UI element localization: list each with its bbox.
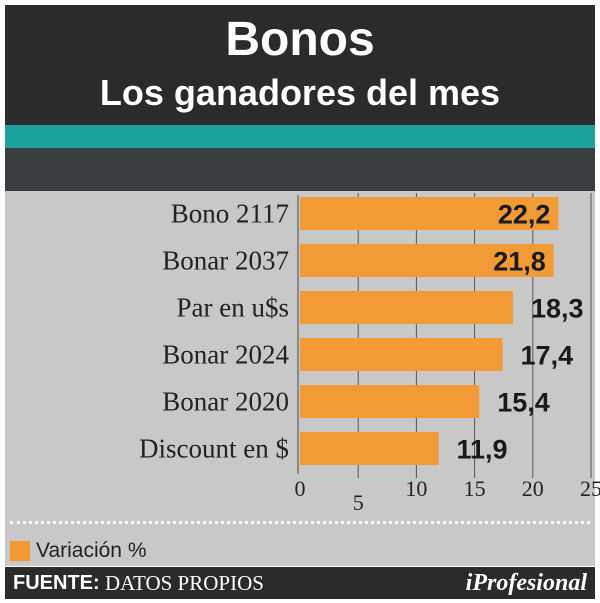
x-tick-label: 0 [295,476,306,501]
bar [300,432,439,465]
accent-band [5,125,595,148]
category-label: Bonar 2020 [162,387,289,417]
category-label: Bonar 2024 [162,340,289,370]
dark-band [5,148,595,191]
x-tick-label: 20 [522,476,544,501]
legend-label: Variación % [36,539,147,562]
value-label: 17,4 [521,341,574,371]
category-label: Par en u$s [177,293,289,323]
source-label: FUENTE: [13,572,100,594]
value-label: 22,2 [498,200,551,230]
bar [300,291,514,324]
x-tick-label: 10 [405,476,427,501]
header: Bonos Los ganadores del mes [5,5,595,125]
brand-logo: iProfesional [465,570,587,596]
category-label: Bono 2117 [171,199,289,229]
value-label: 11,9 [457,435,508,465]
x-tick-label: 5 [353,490,364,515]
x-tick-label: 15 [464,476,486,501]
bar [300,244,554,277]
chart-subtitle: Los ganadores del mes [99,72,501,113]
x-tick-label: 25 [580,476,600,501]
category-label: Bonar 2037 [162,246,289,276]
source-text: DATOS PROPIOS [105,571,264,595]
bar [300,385,480,418]
bar [300,197,559,230]
footer: FUENTE: DATOS PROPIOS iProfesional [5,567,595,599]
legend: Variación % [10,537,147,565]
dotted-divider [10,521,590,524]
chart-title: Bonos [225,13,375,66]
value-label: 15,4 [497,388,550,418]
bar [300,338,503,371]
legend-swatch [10,541,30,561]
value-label: 18,3 [531,294,584,324]
category-label: Discount en $ [139,434,289,464]
value-label: 21,8 [493,247,546,277]
